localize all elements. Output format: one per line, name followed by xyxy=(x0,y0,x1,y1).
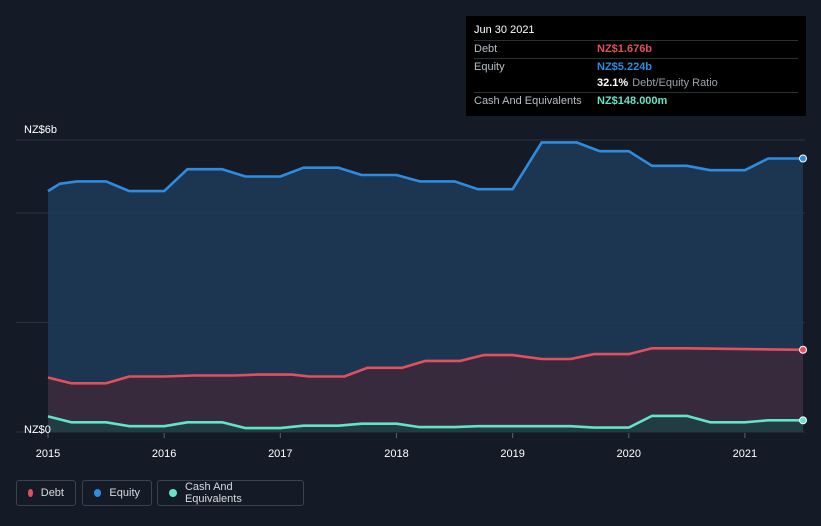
x-tick-label: 2021 xyxy=(733,448,757,460)
equity-dot-icon xyxy=(94,489,102,497)
cash-endpoint xyxy=(799,416,807,425)
tooltip-label: Equity xyxy=(474,60,505,73)
tooltip-row-ratio: 32.1% Debt/Equity Ratio xyxy=(474,75,798,92)
legend-item-equity[interactable]: Equity xyxy=(82,480,152,506)
cash-dot-icon xyxy=(169,489,177,497)
series-lines xyxy=(47,141,804,430)
x-tick-label: 2020 xyxy=(617,448,641,460)
tooltip-value: NZ$148.000m xyxy=(597,94,668,107)
x-tick-label: 2017 xyxy=(268,448,292,460)
series-areas xyxy=(48,142,803,432)
legend-label: Debt xyxy=(40,487,64,499)
tooltip-value: NZ$1.676b xyxy=(597,43,653,56)
tooltip-row-debt: Debt NZ$1.676b xyxy=(474,40,798,58)
series-endpoints xyxy=(799,154,807,425)
legend-label: Equity xyxy=(109,487,140,499)
cash-line xyxy=(47,414,803,430)
x-tick-label: 2019 xyxy=(500,448,524,460)
x-axis-ticks: 2015 2016 2017 2018 2019 2020 2021 xyxy=(36,433,757,460)
tooltip-row-equity: Equity NZ$5.224b xyxy=(474,57,798,76)
debt-area xyxy=(48,348,803,432)
legend-item-cash[interactable]: Cash And Equivalents xyxy=(157,480,304,506)
debt-line xyxy=(47,347,804,385)
tooltip-date: Jun 30 2021 xyxy=(474,24,535,36)
legend-item-debt[interactable]: Debt xyxy=(16,480,76,506)
y-label-bottom: NZ$0 xyxy=(24,424,51,436)
debt-dot-icon xyxy=(28,489,33,497)
tooltip-suffix: Debt/Equity Ratio xyxy=(632,77,718,90)
tooltip-label: Debt xyxy=(474,43,498,56)
tooltip: Jun 30 2021 Debt NZ$1.676b Equity NZ$5.2… xyxy=(466,16,806,116)
legend-label: Cash And Equivalents xyxy=(184,481,242,505)
debt-endpoint xyxy=(799,345,807,354)
equity-endpoint xyxy=(799,154,807,163)
tooltip-value: NZ$5.224b xyxy=(597,60,653,73)
equity-line xyxy=(47,141,803,193)
tooltip-row-cash: Cash And Equivalents NZ$148.000m xyxy=(474,91,798,110)
y-label-top: NZ$6b xyxy=(24,124,57,136)
tooltip-value: 32.1% xyxy=(597,77,629,90)
x-tick-label: 2016 xyxy=(152,448,176,460)
x-tick-label: 2018 xyxy=(384,448,408,460)
x-tick-label: 2015 xyxy=(36,448,60,460)
tooltip-label: Cash And Equivalents xyxy=(474,94,582,107)
